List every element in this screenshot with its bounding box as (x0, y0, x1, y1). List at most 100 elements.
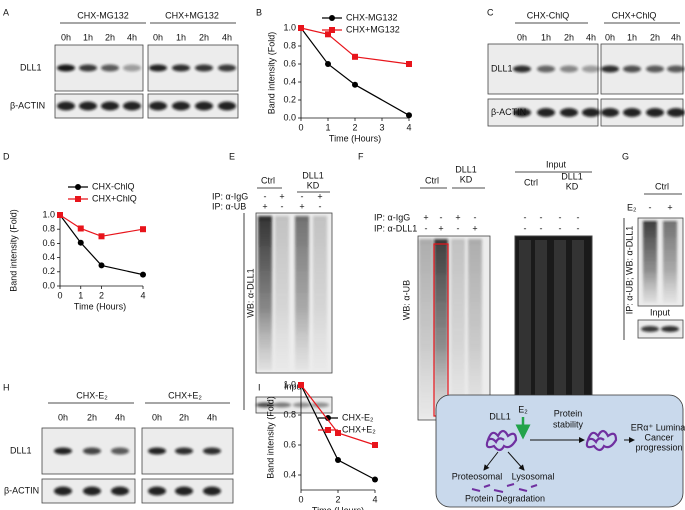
sign: - (474, 212, 477, 222)
input-lane (572, 240, 584, 416)
x-tick-label: 0 (57, 290, 62, 300)
sign: - (425, 223, 428, 233)
y-tick-label: 0.2 (42, 266, 55, 276)
y-tick-label: 1.0 (283, 379, 296, 389)
legend-label: CHX-ChlQ (92, 181, 135, 191)
row-label: β-ACTIN (491, 107, 526, 117)
fragment (518, 488, 528, 492)
x-axis-label: Time (Hours) (312, 505, 364, 510)
band (172, 101, 190, 111)
band (83, 486, 101, 496)
band (101, 64, 119, 72)
smear (275, 216, 289, 370)
legend-marker (329, 27, 335, 33)
panel-letter: B (256, 7, 262, 17)
smear (434, 239, 448, 417)
marker (98, 262, 105, 269)
group-label: Ctrl (524, 177, 538, 187)
smear (451, 239, 465, 417)
x-tick-label: 0 (298, 494, 303, 504)
wb-label: WB: α-DLL1 (245, 268, 255, 317)
sign: + (317, 191, 322, 201)
y-tick-label: 1.0 (283, 22, 296, 32)
band (149, 101, 167, 111)
y-tick-label: 0.6 (283, 58, 296, 68)
group-header: CHX+MG132 (165, 10, 219, 20)
lane-label: 4h (586, 32, 596, 42)
sign: - (577, 212, 580, 222)
band (667, 65, 685, 73)
legend-marker (329, 15, 335, 21)
band (195, 64, 213, 72)
band (203, 486, 221, 496)
group-header: CHX+E₂ (168, 390, 202, 400)
y-tick-label: 0.4 (42, 252, 55, 262)
marker (372, 442, 378, 448)
band (537, 108, 555, 117)
sign: + (667, 202, 672, 212)
band (646, 108, 664, 117)
smear (643, 221, 657, 303)
fragment (471, 488, 481, 492)
x-tick-label: 2 (352, 122, 357, 132)
y-tick-label: 1.0 (42, 209, 55, 219)
pathway-arrow (507, 451, 525, 471)
lane-label: 0h (58, 412, 68, 422)
band (175, 447, 193, 455)
lane-label: 1h (83, 32, 93, 42)
series-line (59, 214, 144, 276)
legend-marker (325, 427, 331, 433)
y-tick-label: 0.4 (283, 76, 296, 86)
y-tick-label: 0.2 (283, 94, 296, 104)
group-label: Ctrl (425, 175, 439, 185)
input-label: Input (284, 381, 305, 391)
series-line (300, 27, 410, 65)
panel-letter: H (3, 382, 10, 392)
group-label: DLL1 (455, 164, 477, 174)
lane-label: 4h (127, 32, 137, 42)
x-tick-label: 4 (372, 494, 377, 504)
band (203, 447, 221, 455)
sign: - (264, 191, 267, 201)
band (537, 65, 555, 73)
input-label: Input (650, 307, 671, 317)
marker (57, 212, 63, 218)
legend-label: CHX+ChlQ (92, 193, 137, 203)
fragment (506, 483, 515, 487)
sign: - (524, 223, 527, 233)
band (667, 108, 685, 117)
series-line (59, 214, 144, 237)
y-tick-label: 0.4 (283, 469, 296, 479)
sign: + (438, 223, 443, 233)
sign: + (262, 201, 267, 211)
x-tick-label: 0 (298, 122, 303, 132)
lane-label: 2h (199, 32, 209, 42)
protein-blob (585, 429, 618, 452)
band (560, 108, 578, 117)
lane-label: 1h (541, 32, 551, 42)
sign: + (455, 212, 460, 222)
outcome-label: progression (635, 442, 682, 452)
band (172, 64, 190, 72)
band (582, 108, 600, 117)
x-axis-label: Time (Hours) (74, 301, 126, 311)
sign: - (559, 223, 562, 233)
pathway-label: Proteosomal (452, 471, 503, 481)
y-tick-label: 0.8 (42, 224, 55, 234)
input-lane (535, 240, 547, 416)
x-tick-label: 3 (379, 122, 384, 132)
band (175, 486, 193, 496)
band (79, 101, 97, 111)
lane-label: 1h (176, 32, 186, 42)
band (148, 486, 166, 496)
group-header: CHX-E₂ (76, 390, 108, 400)
marker (335, 430, 341, 436)
marker (77, 239, 84, 246)
y-tick-label: 0.0 (42, 280, 55, 290)
sign: + (299, 201, 304, 211)
outcome-label: Cancer (644, 432, 673, 442)
band (623, 108, 641, 117)
row-label: DLL1 (10, 445, 32, 455)
lane-label: 0h (61, 32, 71, 42)
